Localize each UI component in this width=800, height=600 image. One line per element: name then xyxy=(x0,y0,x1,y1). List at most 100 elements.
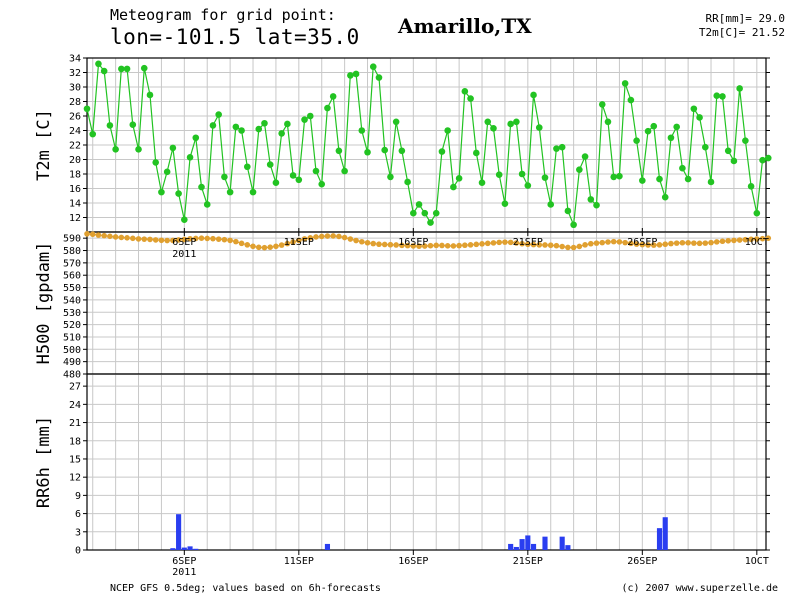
h500-point xyxy=(633,241,640,247)
h500-point xyxy=(393,242,399,248)
temperature-point xyxy=(358,127,366,134)
temperature-point xyxy=(610,173,617,181)
temperature-line xyxy=(86,62,769,226)
rain-total-label: RR[mm]= 29.0 xyxy=(705,12,785,25)
h500-point xyxy=(250,243,256,250)
h500-point xyxy=(444,243,451,249)
temperature-point xyxy=(633,137,640,144)
temperature-point xyxy=(467,95,474,102)
h500-point xyxy=(605,239,611,245)
h500-point xyxy=(204,235,211,242)
h500-point xyxy=(570,244,577,251)
y-axis-label: H500 [gpdam] xyxy=(34,242,54,365)
h500-point xyxy=(507,239,514,246)
y-tick-label: 550 xyxy=(63,283,81,294)
h500-point xyxy=(347,236,354,242)
rain-bar xyxy=(519,539,525,550)
y-tick-label: 28 xyxy=(69,97,81,108)
y-axis-label: T2m [C] xyxy=(34,109,54,181)
temperature-point xyxy=(713,92,721,99)
rain-bar xyxy=(513,546,519,550)
date-tick-label: 16SEP xyxy=(398,556,428,567)
h500-point xyxy=(255,244,262,251)
panel-frame xyxy=(86,373,767,551)
footer-credit: (c) 2007 www.superzelle.de xyxy=(621,583,778,594)
h500-point xyxy=(668,240,674,247)
h500-point xyxy=(542,242,548,248)
rain-bar xyxy=(324,543,331,550)
rain-bar xyxy=(542,536,548,550)
h500-point xyxy=(759,235,766,242)
h500-point xyxy=(284,240,291,247)
h500-point xyxy=(404,242,411,249)
temperature-point xyxy=(289,172,297,179)
y-tick-label: 20 xyxy=(69,155,81,166)
h500-point xyxy=(233,238,239,245)
rain-bar xyxy=(170,548,176,550)
h500-point xyxy=(433,242,440,249)
temperature-point xyxy=(730,157,738,165)
h500-point xyxy=(227,237,233,244)
temperature-point xyxy=(558,143,566,151)
h500-point xyxy=(679,239,686,246)
temperature-point xyxy=(656,175,663,183)
h500-point xyxy=(582,242,588,248)
temperature-point xyxy=(329,93,337,100)
y-tick-label: 6 xyxy=(75,509,81,520)
y-tick-label: 34 xyxy=(69,54,81,65)
h500-point xyxy=(296,237,302,244)
temperature-point xyxy=(507,120,514,128)
temp-last-label: T2m[C]= 21.52 xyxy=(698,26,785,39)
y-tick-label: 18 xyxy=(69,436,81,447)
h500-point xyxy=(381,241,388,248)
h500-point xyxy=(192,235,199,242)
temperature-point xyxy=(553,145,560,152)
temperature-point xyxy=(244,163,251,171)
h500-point xyxy=(181,236,188,243)
temperature-point xyxy=(444,127,451,134)
rain-bar xyxy=(565,545,571,550)
temperature-point xyxy=(341,167,348,175)
h500-point xyxy=(484,240,491,247)
temperature-point xyxy=(95,60,102,68)
y-tick-label: 580 xyxy=(63,246,81,257)
y-tick-label: 510 xyxy=(63,332,81,343)
temperature-point xyxy=(679,164,686,172)
y-tick-label: 12 xyxy=(69,213,81,224)
h500-point xyxy=(645,242,651,248)
y-tick-label: 16 xyxy=(69,184,81,195)
date-tick-label: 21SEP xyxy=(513,237,543,248)
date-tick-label: 6SEP xyxy=(172,237,196,248)
h500-point xyxy=(754,236,760,242)
y-tick-label: 540 xyxy=(63,295,81,306)
temperature-point xyxy=(478,179,486,186)
rain-bar xyxy=(508,543,514,550)
temperature-point xyxy=(673,123,680,131)
date-tick-label: 26SEP xyxy=(627,237,657,248)
y-tick-label: 12 xyxy=(69,473,81,484)
temperature-point xyxy=(593,201,600,209)
h500-point xyxy=(593,240,600,246)
temperature-point xyxy=(221,173,228,181)
temperature-point xyxy=(639,177,646,184)
temperature-point xyxy=(524,182,532,189)
h500-point xyxy=(124,235,130,241)
h500-point xyxy=(691,240,697,246)
h500-point xyxy=(702,240,709,246)
temperature-point xyxy=(209,122,217,129)
h500-point xyxy=(576,243,583,250)
temperature-point xyxy=(364,148,371,156)
h500-point xyxy=(519,240,525,247)
y-tick-label: 21 xyxy=(69,418,81,429)
y-tick-label: 32 xyxy=(69,68,81,79)
y-tick-label: 22 xyxy=(69,141,81,152)
temperature-point xyxy=(83,105,91,113)
temperature-point xyxy=(272,179,280,186)
date-tick-label: 16SEP xyxy=(398,237,428,248)
date-tick-label: 21SEP xyxy=(513,556,543,567)
h500-point xyxy=(267,244,274,250)
h500-point xyxy=(736,237,743,243)
temperature-point xyxy=(684,175,692,183)
h500-point xyxy=(215,236,222,242)
temperature-point xyxy=(163,168,171,176)
